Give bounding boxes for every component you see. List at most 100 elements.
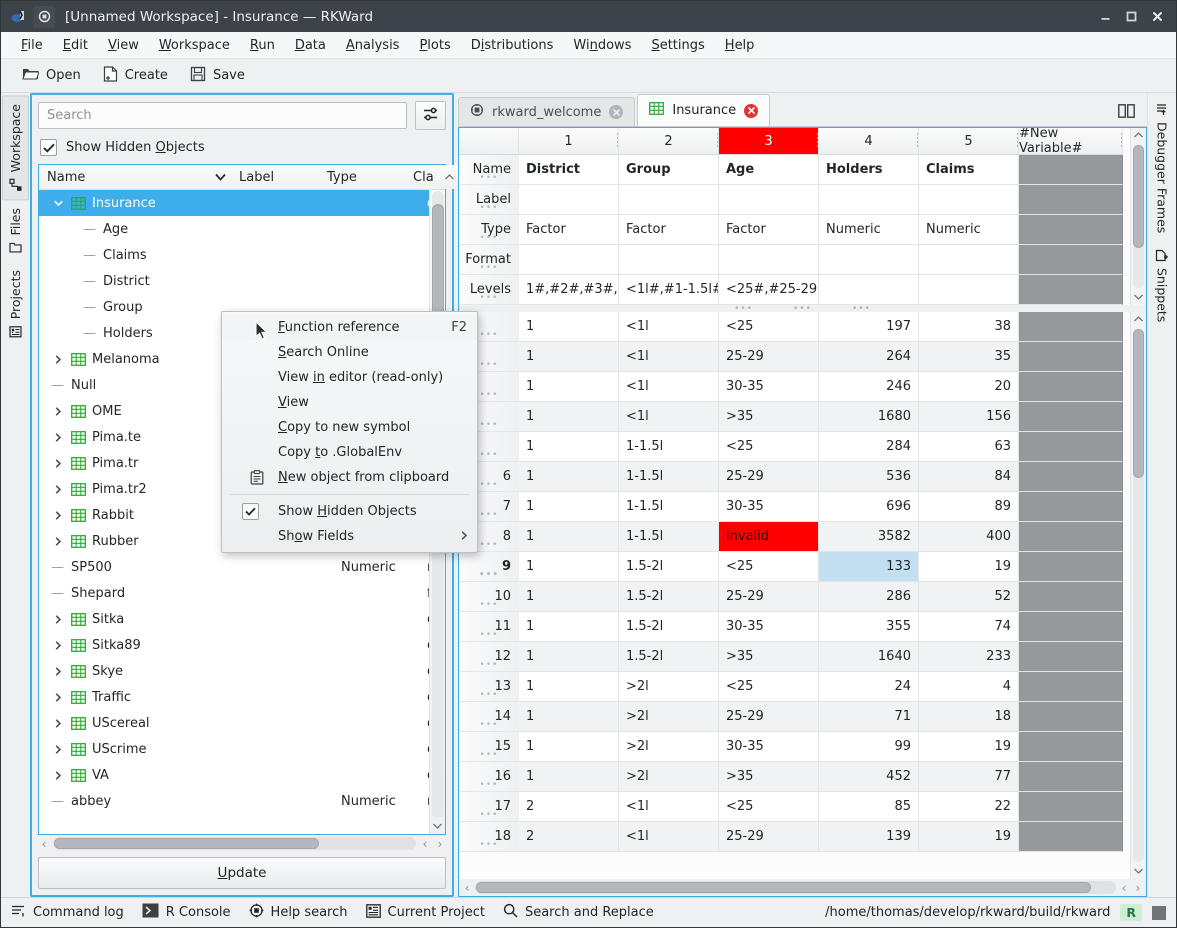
data-cell[interactable]: 264 [819, 342, 919, 372]
data-cell[interactable]: <1l [619, 312, 719, 342]
data-cell[interactable]: >2l [619, 702, 719, 732]
data-cell[interactable]: 25-29 [719, 342, 819, 372]
data-row-header[interactable]: 11 ••• [459, 612, 519, 642]
tree-row-name-cell[interactable]: VA [39, 762, 253, 788]
menu-workspace[interactable]: Workspace [158, 37, 230, 53]
data-cell[interactable]: <25 [719, 552, 819, 582]
data-cell[interactable]: 400 [919, 522, 1019, 552]
meta-cell[interactable]: Numeric [919, 215, 1019, 245]
show-hidden-objects-row[interactable]: Show Hidden Objects [38, 130, 446, 164]
data-cell[interactable]: 139 [819, 822, 919, 852]
column-resize-handle[interactable] [1017, 133, 1018, 149]
meta-cell[interactable] [819, 275, 919, 305]
data-hscroll-track[interactable] [475, 881, 1116, 894]
context-menu-item-view[interactable]: View [222, 390, 477, 415]
new-variable-cell[interactable] [1019, 245, 1123, 275]
data-hscroll-left-arrow-2[interactable]: ‹ [1121, 880, 1127, 895]
status-current-project[interactable]: Current Project [365, 903, 485, 922]
data-scroll-track[interactable] [1133, 329, 1144, 862]
data-cell[interactable]: 1 [519, 672, 619, 702]
sidebar-tab-snippets[interactable]: Snippets [1150, 241, 1175, 330]
context-menu-item-show-fields[interactable]: Show Fields [222, 524, 477, 549]
data-cell[interactable]: 71 [819, 702, 919, 732]
meta-scroll-down-arrow[interactable] [1134, 290, 1143, 305]
data-cell[interactable]: <1l [619, 792, 719, 822]
tree-row-pima-tr[interactable]: Pima.trdat [39, 450, 429, 476]
row-resize-dots[interactable]: ••• [479, 540, 499, 550]
data-cell[interactable]: 452 [819, 762, 919, 792]
split-view-icon[interactable] [1118, 104, 1135, 122]
tab-insurance[interactable]: Insurance [637, 94, 771, 126]
data-hscroll-thumb[interactable] [476, 882, 1092, 893]
tree-row-name-cell[interactable]: — Holders [39, 320, 253, 346]
tree-row-sitka[interactable]: Sitka dat [39, 606, 429, 632]
search-input[interactable]: Search [38, 102, 407, 129]
meta-cell[interactable]: Claims [919, 155, 1019, 185]
tree-row-pima-te[interactable]: Pima.tedat [39, 424, 429, 450]
data-cell[interactable]: 38 [919, 312, 1019, 342]
data-cell[interactable]: 696 [819, 492, 919, 522]
data-cell[interactable]: >2l [619, 732, 719, 762]
column-header-4[interactable]: 4 [819, 128, 919, 155]
data-cell[interactable]: <25 [719, 792, 819, 822]
tab-close-icon[interactable] [744, 103, 759, 118]
data-cell[interactable]: 1.5-2l [619, 612, 719, 642]
row-resize-dots[interactable]: ••• [478, 570, 500, 580]
new-variable-cell[interactable] [1019, 582, 1123, 612]
meta-cell[interactable]: District [519, 155, 619, 185]
chevron-right-icon[interactable] [51, 770, 65, 780]
row-resize-dots[interactable]: ••• [479, 480, 499, 490]
tree-row-uscrime[interactable]: UScrime dat [39, 736, 429, 762]
menu-edit[interactable]: Edit [62, 37, 88, 53]
menu-distributions[interactable]: Distributions [470, 37, 554, 53]
new-variable-cell[interactable] [1019, 492, 1123, 522]
column-resize-handle[interactable] [717, 133, 718, 149]
data-cell[interactable]: 197 [819, 312, 919, 342]
row-resize-dots[interactable]: ••• [479, 660, 499, 670]
tree-row-name-cell[interactable]: Rabbit [39, 502, 253, 528]
data-cell[interactable]: 20 [919, 372, 1019, 402]
sidebar-tab-files[interactable]: Files [3, 200, 28, 261]
data-cell[interactable]: 156 [919, 402, 1019, 432]
row-resize-dots[interactable]: ••• [479, 263, 499, 273]
new-variable-cell[interactable] [1019, 762, 1123, 792]
tree-row-district[interactable]: — District [39, 268, 429, 294]
row-resize-dots[interactable]: ••• [479, 330, 499, 340]
row-resize-dots[interactable]: ••• [479, 360, 499, 370]
chevron-right-icon[interactable] [51, 640, 65, 650]
data-cell[interactable]: <25 [719, 312, 819, 342]
meta-cell[interactable]: Factor [519, 215, 619, 245]
meta-cell[interactable] [619, 245, 719, 275]
row-resize-dots[interactable]: ••• [479, 720, 499, 730]
meta-cell[interactable]: Factor [719, 215, 819, 245]
data-cell[interactable]: 1680 [819, 402, 919, 432]
status-r-console[interactable]: R Console [142, 903, 231, 922]
chevron-right-icon[interactable] [51, 692, 65, 702]
tree-row-sp500[interactable]: — SP500 Numeric nur [39, 554, 429, 580]
meta-cell[interactable] [719, 185, 819, 215]
hscroll-thumb[interactable] [54, 838, 319, 849]
tree-row-va[interactable]: VA dat [39, 762, 429, 788]
meta-cell[interactable] [919, 275, 1019, 305]
tree-row-traffic[interactable]: Traffic dat [39, 684, 429, 710]
data-cell[interactable]: 4 [919, 672, 1019, 702]
context-menu-item-copy-to-globalenv[interactable]: Copy to .GlobalEnv [222, 440, 477, 465]
tab-close-icon[interactable] [609, 105, 624, 119]
save-button[interactable]: Save [181, 62, 254, 90]
data-cell[interactable]: 25-29 [719, 702, 819, 732]
menu-plots[interactable]: Plots [419, 37, 451, 53]
data-cell[interactable]: 1 [519, 582, 619, 612]
meta-cell[interactable]: <25#,#25-29#... [719, 275, 819, 305]
chevron-right-icon[interactable] [51, 744, 65, 754]
new-variable-cell[interactable] [1019, 432, 1123, 462]
context-menu-item-new-object-from-clipboard[interactable]: New object from clipboard [222, 465, 477, 490]
meta-row-header[interactable]: Levels ••• [459, 275, 519, 305]
tree-vscroll-up-arrow[interactable] [441, 165, 458, 189]
menu-windows[interactable]: Windows [573, 37, 632, 53]
data-cell[interactable]: 2 [519, 822, 619, 852]
data-cell[interactable]: 63 [919, 432, 1019, 462]
tree-row-skye[interactable]: Skye dat [39, 658, 429, 684]
meta-scroll-track[interactable] [1133, 145, 1144, 288]
chevron-right-icon[interactable] [51, 354, 65, 364]
data-cell[interactable]: >35 [719, 762, 819, 792]
